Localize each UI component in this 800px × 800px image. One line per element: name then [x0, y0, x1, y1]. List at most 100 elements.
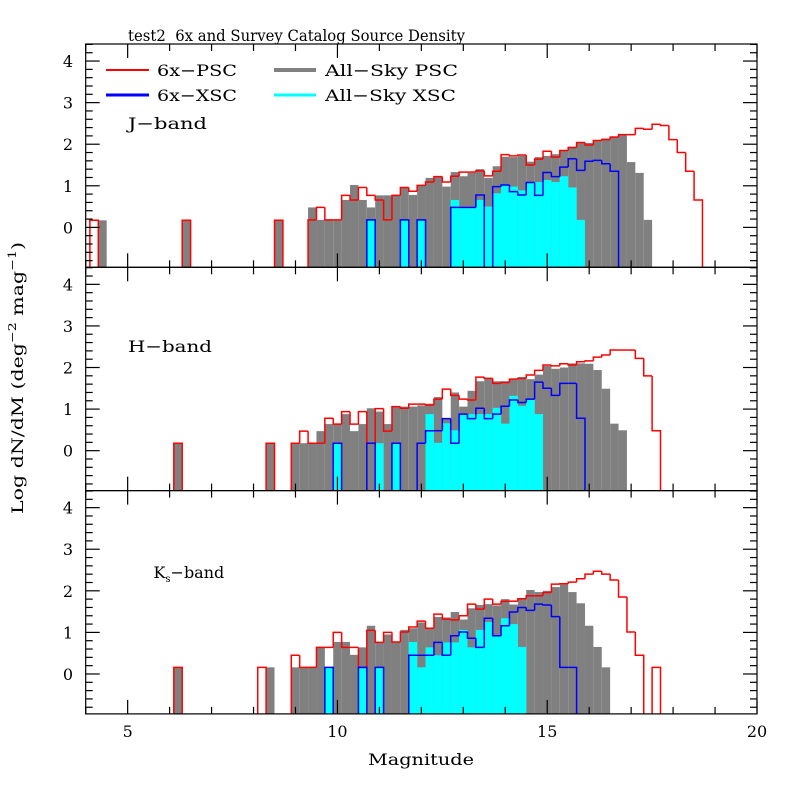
6x-psc-step-j-band: [508, 154, 518, 157]
6x-psc-step-j-band: [349, 195, 359, 201]
allsky-xsc-bar-h-band: [475, 414, 485, 491]
6x-psc-step-h-band: [642, 358, 653, 377]
allsky-psc-bar-h-band: [408, 406, 418, 491]
chart-title: test2 6x and Survey Catalog Source Densi…: [128, 26, 465, 45]
allsky-xsc-bar-ks-band: [475, 629, 485, 714]
6x-psc-step-ks-band: [601, 571, 611, 575]
legend-label-6x-xsc: 6x−XSC: [157, 86, 237, 105]
6x-psc-step-h-band: [374, 407, 384, 444]
6x-psc-step-h-band: [567, 363, 577, 366]
y-tick-label: 4: [63, 275, 73, 294]
6x-psc-step-h-band: [340, 410, 351, 425]
6x-psc-step-h-band: [475, 376, 485, 400]
allsky-psc-bar-ks-band: [551, 587, 560, 714]
6x-psc-step-ks-band: [584, 573, 594, 579]
6x-psc-step-h-band: [500, 381, 510, 384]
allsky-psc-bar-j-band: [626, 162, 636, 268]
6x-xsc-step-h-band: [366, 442, 376, 491]
y-tick-label: 0: [63, 442, 73, 461]
allsky-psc-bar-j-band: [593, 140, 602, 268]
6x-psc-step-ks-band: [651, 666, 662, 714]
allsky-psc-bar-j-band: [643, 219, 653, 268]
6x-psc-step-h-band: [525, 374, 535, 379]
legend: 6x−PSC 6x−XSC All−Sky PSC All−Sky XSC: [106, 61, 458, 105]
6x-xsc-step-j-band: [508, 184, 518, 193]
6x-psc-step-h-band: [592, 356, 602, 361]
y-axis-label-mid: mag: [8, 271, 27, 322]
allsky-psc-bar-j-band: [584, 142, 594, 268]
6x-psc-step-ks-band: [298, 655, 309, 669]
allsky-psc-bar-ks-band: [299, 667, 309, 714]
allsky-psc-bar-h-band: [350, 431, 359, 491]
6x-xsc-step-j-band: [575, 158, 585, 172]
6x-psc-step-j-band: [382, 199, 392, 221]
allsky-xsc-bar-j-band: [417, 219, 426, 268]
6x-xsc-step-j-band: [609, 163, 620, 268]
6x-xsc-step-h-band: [517, 399, 527, 404]
6x-xsc-step-ks-band: [483, 617, 493, 648]
6x-psc-step-j-band: [533, 158, 544, 166]
allsky-psc-bar-h-band: [576, 363, 585, 491]
6x-psc-step-j-band: [659, 124, 669, 127]
6x-psc-step-ks-band: [366, 629, 376, 668]
allsky-xsc-bar-h-band: [333, 443, 342, 491]
6x-psc-step-ks-band: [517, 597, 527, 602]
6x-xsc-step-h-band: [483, 408, 493, 420]
6x-xsc-step-ks-band: [475, 638, 485, 649]
6x-xsc-step-ks-band: [433, 641, 443, 656]
allsky-xsc-bar-j-band: [484, 206, 493, 268]
6x-psc-step-ks-band: [173, 666, 183, 714]
allsky-psc-bar-ks-band: [266, 667, 275, 714]
6x-psc-step-j-band: [542, 150, 552, 160]
allsky-xsc-bar-ks-band: [484, 622, 493, 714]
6x-psc-step-ks-band: [466, 603, 476, 616]
allsky-psc-bar-j-band: [601, 138, 611, 268]
allsky-psc-bar-j-band: [635, 172, 644, 268]
allsky-psc-bar-j-band: [341, 199, 351, 268]
6x-psc-step-j-band: [475, 170, 485, 173]
6x-xsc-step-ks-band: [449, 634, 460, 656]
6x-xsc-step-j-band: [366, 219, 376, 268]
allsky-psc-bar-j-band: [308, 207, 317, 268]
allsky-psc-bar-ks-band: [534, 592, 544, 714]
allsky-psc-bar-j-band: [618, 134, 627, 268]
allsky-psc-bar-h-band: [366, 408, 376, 491]
6x-psc-step-ks-band: [449, 619, 460, 621]
allsky-psc-bar-ks-band: [341, 641, 351, 714]
6x-xsc-step-j-band: [601, 160, 611, 165]
6x-xsc-step-h-band: [525, 398, 535, 403]
6x-psc-step-j-band: [458, 171, 468, 177]
allsky-xsc-bar-j-band: [400, 219, 409, 268]
allsky-psc-bar-j-band: [358, 199, 367, 268]
6x-psc-step-h-band: [290, 442, 300, 491]
6x-xsc-step-h-band: [500, 405, 510, 415]
allsky-psc-bar-j-band: [274, 220, 283, 268]
6x-psc-step-j-band: [441, 176, 451, 183]
allsky-psc-bar-j-band: [425, 177, 434, 268]
allsky-xsc-bar-h-band: [534, 414, 544, 491]
allsky-xsc-bar-ks-band: [442, 642, 451, 714]
6x-psc-step-h-band: [265, 442, 276, 491]
6x-psc-step-h-band: [399, 406, 409, 410]
6x-psc-step-j-band: [483, 170, 493, 177]
6x-xsc-step-j-band: [567, 158, 577, 168]
y-tick-label: 2: [63, 359, 73, 378]
allsky-psc-bar-j-band: [375, 195, 384, 268]
6x-psc-step-ks-band: [382, 631, 392, 643]
6x-xsc-step-h-band: [391, 442, 402, 491]
6x-psc-step-j-band: [424, 181, 434, 186]
allsky-psc-bar-h-band: [400, 406, 409, 491]
allsky-psc-bar-ks-band: [593, 646, 602, 714]
6x-psc-step-j-band: [433, 175, 443, 183]
allsky-xsc-bar-ks-band: [459, 629, 468, 714]
6x-psc-step-ks-band: [500, 600, 510, 605]
6x-psc-step-ks-band: [491, 599, 502, 605]
allsky-xsc-bar-j-band: [517, 190, 527, 268]
6x-psc-step-j-band: [642, 128, 653, 130]
6x-xsc-step-h-band: [416, 442, 426, 491]
allsky-xsc-bar-j-band: [366, 219, 376, 268]
x-tick-label: 5: [123, 722, 133, 741]
allsky-psc-bar-h-band: [568, 363, 577, 491]
allsky-xsc-bar-ks-band: [375, 667, 384, 714]
allsky-xsc-bar-h-band: [442, 423, 451, 491]
